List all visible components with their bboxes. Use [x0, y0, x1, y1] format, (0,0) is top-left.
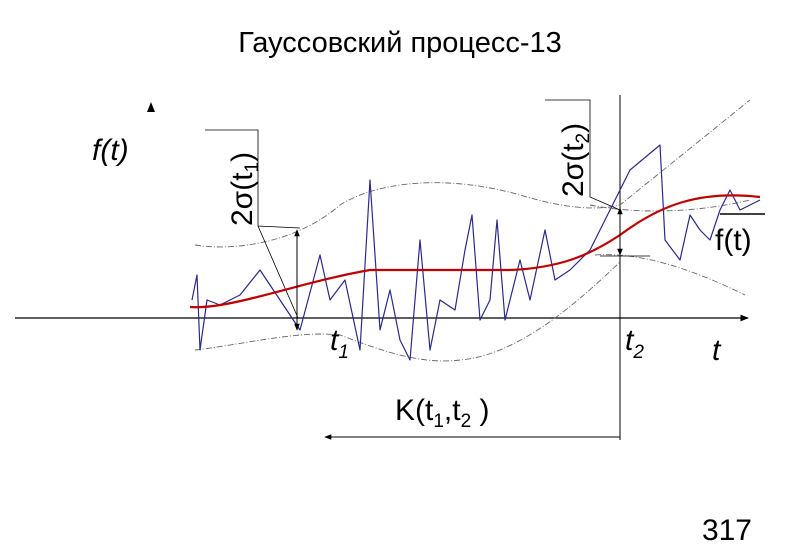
t2-label: t2 — [625, 324, 644, 363]
process-curve — [191, 144, 761, 361]
mean-curve — [189, 194, 761, 309]
sub: 2 — [461, 411, 472, 432]
t1-label: t1 — [330, 324, 349, 363]
page-number: 317 — [702, 514, 752, 547]
mean-label: f(t) — [715, 224, 752, 257]
sigma1-label: 2σ(t1) — [226, 152, 263, 226]
x-label: t — [712, 334, 722, 367]
envelopes — [194, 99, 751, 362]
y-axis-arrow — [147, 102, 155, 112]
sub: 1 — [338, 342, 349, 363]
k-label: K(t1,t2 ) — [395, 394, 490, 432]
text: ) — [557, 123, 590, 133]
text: K(t — [395, 394, 434, 427]
brackets — [205, 99, 650, 319]
sub: 1 — [433, 411, 444, 432]
sub: 2 — [632, 342, 644, 363]
text: ) — [471, 394, 489, 427]
y-label: f(t) — [92, 134, 129, 167]
title: Гауссовский процесс-13 — [238, 27, 562, 59]
sigma2-label: 2σ(t2) — [557, 123, 594, 197]
text: 2σ(t — [226, 172, 259, 226]
text: t — [330, 324, 340, 357]
text: ,t — [444, 394, 461, 427]
text: t — [625, 324, 635, 357]
sub: 1 — [242, 162, 263, 173]
sub: 2 — [573, 133, 594, 144]
text: 2σ(t — [557, 143, 590, 197]
text: ) — [226, 152, 259, 162]
